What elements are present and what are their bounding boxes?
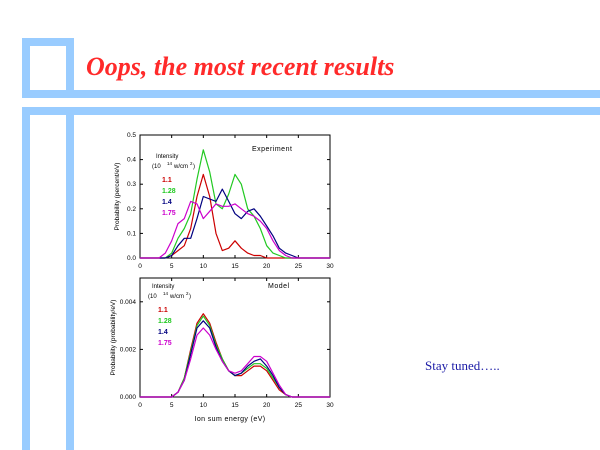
chart2-legend-entry-1.75: 1.75 <box>158 340 172 347</box>
chart1-y-axis-label: Probability (percent/eV) <box>114 163 121 231</box>
chart2-series-line-1.4 <box>140 320 330 398</box>
chart2-legend-unit-prefix: (10 <box>148 294 157 300</box>
chart2-legend-unit-main: w/cm <box>169 294 184 300</box>
stay-tuned-note: Stay tuned….. <box>425 358 500 373</box>
frame-top-right-vertical <box>66 38 74 98</box>
chart1-legend-entry-1.4: 1.4 <box>162 199 172 206</box>
chart2-panel-title: Model <box>268 283 290 290</box>
chart1-panel-title: Experiment <box>252 146 292 153</box>
chart2-y-tick-label: 0.004 <box>120 299 137 306</box>
chart2-series-line-1.28 <box>140 315 330 398</box>
chart1-y-tick-label: 0.3 <box>127 181 136 188</box>
chart1-x-tick-label: 5 <box>170 263 174 270</box>
chart1-y-tick-label: 0.5 <box>127 132 136 139</box>
chart2-plot-frame <box>139 277 331 398</box>
chart1-x-tick-label: 30 <box>326 263 334 270</box>
chart2-legend-title: Intensity <box>152 284 174 290</box>
chart1-legend-entry-1.28: 1.28 <box>162 188 176 195</box>
slide-title: Oops, the most recent results <box>86 52 395 81</box>
chart1-y-tick-label: 0.4 <box>127 157 136 164</box>
chart2-y-tick-label: 0.000 <box>120 394 137 401</box>
chart2-x-tick-label: 20 <box>263 402 271 409</box>
frame-top-horizontal <box>22 38 74 46</box>
chart1-x-tick-label: 10 <box>200 263 208 270</box>
chart2-legend-entry-1.28: 1.28 <box>158 318 172 325</box>
chart2-series-line-1.1 <box>140 313 330 398</box>
chart2-legend-unit-exponent: 14 <box>163 291 169 296</box>
chart2-legend-entry-1.1: 1.1 <box>158 307 168 314</box>
chart1-legend-title: Intensity <box>156 154 178 160</box>
chart1-legend-entry-1.75: 1.75 <box>162 210 176 217</box>
frame-horizontal-rule <box>22 90 600 98</box>
chart1-legend-unit-prefix: (10 <box>152 164 161 170</box>
chart1-y-tick-label: 0.2 <box>127 206 136 213</box>
chart2-y-tick-label: 0.002 <box>120 346 137 353</box>
chart2-x-tick-label: 0 <box>138 402 142 409</box>
chart2-x-tick-label: 30 <box>326 402 334 409</box>
chart2-x-tick-label: 10 <box>200 402 208 409</box>
chart2-legend-unit-close: ) <box>189 294 191 300</box>
frame-left-vertical <box>22 107 30 450</box>
chart2-x-axis-label: Ion sum energy (eV) <box>194 416 265 423</box>
frame-inner-vertical <box>66 107 74 450</box>
chart2-x-tick-label: 5 <box>170 402 174 409</box>
chart1-legend-entry-1.1: 1.1 <box>162 177 172 184</box>
chart1-series-line-1.75 <box>140 200 330 259</box>
frame-gap <box>22 98 600 107</box>
chart2-x-tick-label: 25 <box>295 402 303 409</box>
frame-horizontal-rule-lower <box>22 107 600 115</box>
chart2-legend-unit-sq: 2 <box>186 291 189 296</box>
chart2-series-line-1.75 <box>140 327 330 398</box>
chart1-legend-unit-sq: 2 <box>190 161 193 166</box>
chart1-y-tick-label: 0.0 <box>127 255 136 262</box>
chart1-legend-unit-exponent: 14 <box>167 161 173 166</box>
chart1-x-tick-label: 25 <box>295 263 303 270</box>
chart2-legend-entry-1.4: 1.4 <box>158 329 168 336</box>
chart1-x-tick-label: 15 <box>231 263 239 270</box>
frame-top-left-vertical <box>22 38 30 98</box>
chart1-legend-unit-main: w/cm <box>173 164 188 170</box>
chart2-x-tick-label: 15 <box>231 402 239 409</box>
chart1-x-tick-label: 20 <box>263 263 271 270</box>
chart1-x-tick-label: 0 <box>138 263 142 270</box>
chart1-y-tick-label: 0.1 <box>127 230 136 237</box>
chart1-legend-unit-close: ) <box>193 164 195 170</box>
chart2-y-axis-label: Probability (probability/eV) <box>110 300 117 376</box>
